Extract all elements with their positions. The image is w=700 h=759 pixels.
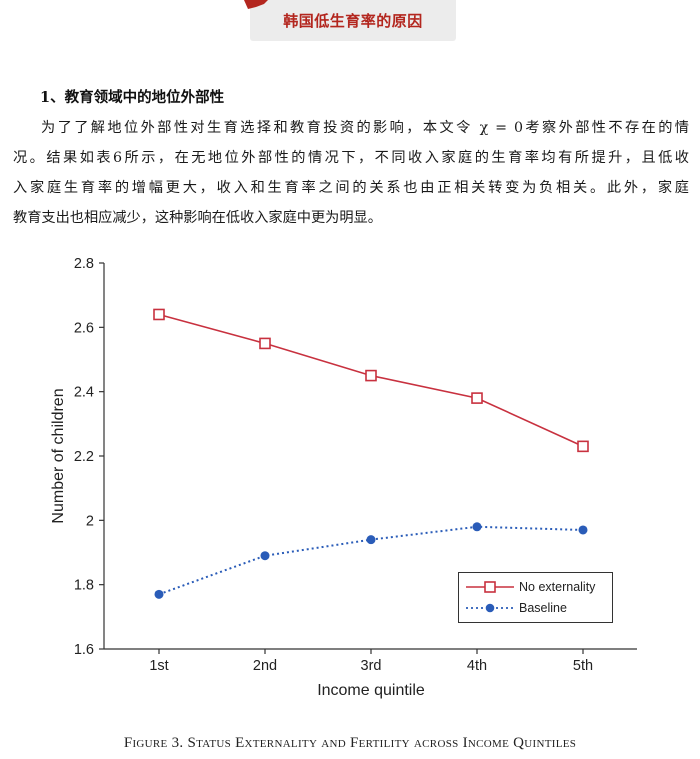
data-point-no-externality (365, 369, 377, 382)
y-tick-label: 2.8 (74, 256, 94, 272)
x-tick-label: 1st (149, 658, 168, 674)
x-tick-label: 2nd (253, 658, 277, 674)
y-tick-label: 2.4 (74, 385, 94, 401)
x-axis-label: Income quintile (317, 682, 425, 699)
y-axis-label: Number of children (50, 388, 67, 523)
x-tick-label: 5th (573, 658, 593, 674)
data-point-baseline (366, 535, 376, 545)
legend-item-no-externality: No externality (465, 580, 595, 594)
section-heading: 1、教育领域中的地位外部性 (40, 89, 225, 106)
body-line-2: 况。结果如表6所示，在无地位外部性的情况下，不同收入家庭的生育率均有所提升，且低… (13, 150, 689, 166)
chart-ticks: 1.6 1.8 2 2.2 2.4 2.6 2.8 1st 2nd 3rd 4th 5th (74, 256, 593, 674)
data-point-no-externality (471, 392, 483, 404)
figure-caption: Figure 3. Status Externality and Fertili… (0, 735, 700, 752)
chart-series-lines (158, 313, 584, 596)
data-point-no-externality (577, 440, 589, 453)
x-tick-label: 4th (467, 658, 487, 674)
y-tick-label: 2 (86, 513, 94, 529)
body-line-4: 教育支出也相应减少，这种影响在低收入家庭中更为明显。 (13, 210, 382, 226)
header-title: 韩国低生育率的原因 (283, 12, 423, 30)
legend-label-no-externality: No externality (519, 580, 596, 594)
y-tick-label: 2.6 (74, 320, 94, 336)
legend-swatch-baseline (466, 603, 514, 613)
caption-prefix: Figure 3. (123, 735, 184, 751)
data-point-no-externality (259, 337, 271, 350)
legend-swatch-no-externality (466, 581, 514, 593)
body-line-1: 为了了解地位外部性对生育选择和教育投资的影响，本文令 χ = 0考察外部性不存在… (41, 120, 689, 136)
data-point-baseline (154, 589, 164, 599)
y-tick-label: 1.6 (74, 642, 94, 658)
data-point-baseline (260, 551, 270, 561)
chart-series-markers (153, 308, 589, 599)
body-line-3: 入家庭生育率的增幅更大，收入和生育率之间的关系也由正相关转变为负相关。此外，家庭 (13, 180, 689, 196)
x-tick-label: 3rd (361, 658, 382, 674)
legend-label-baseline: Baseline (519, 601, 567, 615)
header-tab (250, 0, 456, 41)
legend-item-baseline: Baseline (465, 601, 567, 615)
data-point-baseline (578, 525, 588, 535)
brush-stroke-icon (244, 0, 268, 9)
y-tick-label: 2.2 (74, 449, 94, 465)
caption-text: Status Externality and Fertility across … (187, 735, 577, 751)
y-tick-label: 1.8 (74, 578, 94, 594)
data-point-no-externality (153, 308, 165, 321)
chart-legend: No externality Baseline (458, 572, 613, 623)
data-point-baseline (472, 522, 482, 532)
fertility-line-chart: 1.6 1.8 2 2.2 2.4 2.6 2.8 1st 2nd 3rd 4th 5th Numbe… (50, 256, 637, 699)
